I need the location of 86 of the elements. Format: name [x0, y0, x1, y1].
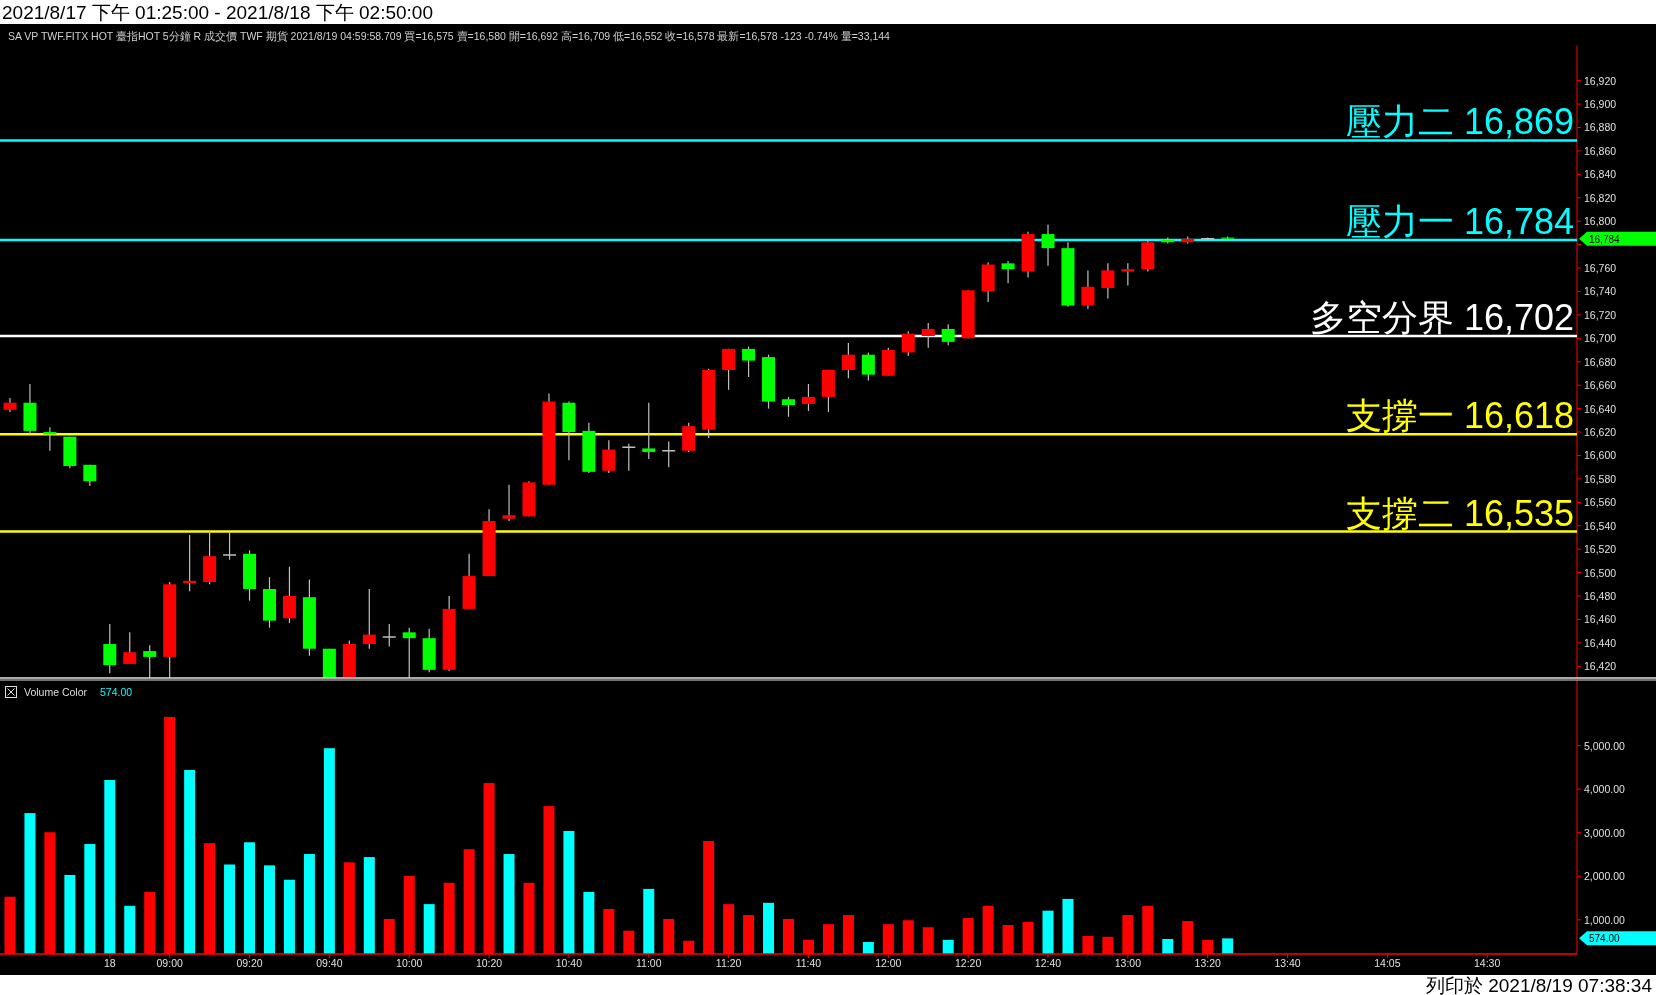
- candlestick: [841, 342, 855, 379]
- candlestick: [1041, 224, 1055, 267]
- ref-line-label: 多空分界 16,702: [1309, 296, 1574, 338]
- candlestick: [362, 588, 376, 650]
- y-tick-label: 16,720: [1584, 308, 1617, 321]
- y-tick-label: 2,000.00: [1584, 870, 1626, 883]
- y-tick-label: 16,660: [1584, 379, 1617, 392]
- x-tick-label: 09:40: [316, 957, 343, 969]
- y-tick-label: 16,540: [1584, 519, 1617, 532]
- x-tick-label: 12:00: [875, 957, 902, 969]
- y-tick-label: 16,740: [1584, 285, 1617, 298]
- x-tick-label: 14:30: [1474, 957, 1501, 969]
- candlestick: [282, 566, 296, 624]
- y-tick-label: 1,000.00: [1584, 913, 1626, 926]
- candlestick: [602, 439, 616, 474]
- candlestick: [642, 402, 656, 460]
- y-tick-label: 16,920: [1584, 74, 1617, 87]
- candlestick: [382, 623, 397, 647]
- y-tick-label: 5,000.00: [1584, 739, 1626, 752]
- x-tick-label: 10:00: [396, 957, 423, 969]
- x-tick-label: 09:20: [236, 957, 263, 969]
- candlestick: [402, 627, 416, 679]
- y-tick-label: 16,420: [1584, 660, 1617, 673]
- candlestick: [921, 322, 935, 349]
- candlestick: [722, 348, 736, 391]
- y-tick-label: 16,860: [1584, 144, 1617, 157]
- ref-line-label: 支撐一 16,618: [1345, 395, 1574, 437]
- y-tick-label: 4,000.00: [1584, 783, 1626, 796]
- ref-line-label: 壓力二 16,869: [1345, 101, 1574, 143]
- x-tick-label: 11:40: [795, 957, 822, 969]
- y-tick-label: 16,460: [1584, 613, 1617, 626]
- candlestick: [123, 631, 137, 665]
- y-tick-label: 16,800: [1584, 215, 1617, 228]
- y-tick-label: 16,840: [1584, 168, 1617, 181]
- x-tick-label: 10:20: [475, 957, 503, 969]
- y-tick-label: 16,600: [1584, 449, 1617, 462]
- ref-line-label: 支撐二 16,535: [1345, 492, 1574, 534]
- x-tick-label: 11:00: [636, 957, 662, 969]
- text: 574.00: [100, 686, 133, 698]
- candlestick: [941, 323, 955, 346]
- candlestick: [901, 330, 915, 357]
- x-tick-label: 13:20: [1194, 957, 1221, 969]
- y-tick-label: 16,680: [1584, 355, 1617, 368]
- candlestick: [861, 351, 875, 382]
- candlestick: [222, 532, 237, 561]
- y-tick-label: 3,000.00: [1584, 826, 1626, 839]
- y-tick-label: 16,440: [1584, 636, 1617, 649]
- candlestick: [782, 396, 795, 418]
- x-tick-label: 18: [103, 957, 116, 969]
- y-tick-label: 16,700: [1584, 332, 1617, 345]
- y-tick-label: 16,820: [1584, 191, 1617, 204]
- y-tick-label: 16,640: [1584, 402, 1617, 415]
- y-tick-label: 16,560: [1584, 496, 1617, 509]
- candlestick: [801, 383, 815, 412]
- text: Volume Color: [24, 686, 88, 698]
- ref-line-label: 壓力一 16,784: [1345, 200, 1574, 242]
- candlestick: [1001, 260, 1015, 284]
- x-tick-label: 10:40: [555, 957, 583, 969]
- candlestick: [103, 623, 117, 674]
- x-tick-label: 14:05: [1374, 957, 1401, 969]
- candlestick: [143, 644, 157, 679]
- y-tick-label: 16,880: [1584, 121, 1617, 134]
- y-tick-label: 16,900: [1584, 98, 1617, 111]
- candlestick: [661, 440, 676, 468]
- candlestick: [1101, 262, 1115, 300]
- x-tick-label: 12:40: [1034, 957, 1062, 969]
- x-tick-label: 09:00: [156, 957, 183, 969]
- x-tick-label: 13:40: [1274, 957, 1301, 969]
- candlestick: [1081, 269, 1095, 310]
- x-tick-label: 11:20: [715, 957, 742, 969]
- chart-subtitle: SA VP TWF.FITX HOT 臺指HOT 5分鐘 R 成交價 TWF 期貨 2021/8/19 04:59:58.709 買=16,575 賣=16,580 開=16,692 高=16,709 低=16,552 收=16,578 最新=16,578 -123 -0.74% 量=33,144: [8, 30, 891, 42]
- candlestick: [742, 345, 756, 378]
- x-tick-label: 13:00: [1114, 957, 1142, 969]
- y-tick-label: 16,760: [1584, 262, 1617, 275]
- text: 16,784: [1589, 233, 1621, 245]
- y-tick-label: 16,620: [1584, 426, 1617, 439]
- y-tick-label: 16,480: [1584, 590, 1617, 603]
- y-tick-label: 16,520: [1584, 543, 1617, 556]
- text: 列印於 2021/8/19 07:38:34: [1425, 975, 1653, 995]
- x-tick-label: 12:20: [955, 957, 982, 969]
- text: 574.00: [1589, 933, 1621, 945]
- y-tick-label: 16,580: [1584, 472, 1617, 485]
- chart-title: 2021/8/17 下午 01:25:00 - 2021/8/18 下午 02:50:00: [2, 2, 433, 23]
- y-tick-label: 16,500: [1584, 566, 1617, 579]
- candlestick: [1121, 262, 1135, 287]
- candlestick: [502, 484, 516, 522]
